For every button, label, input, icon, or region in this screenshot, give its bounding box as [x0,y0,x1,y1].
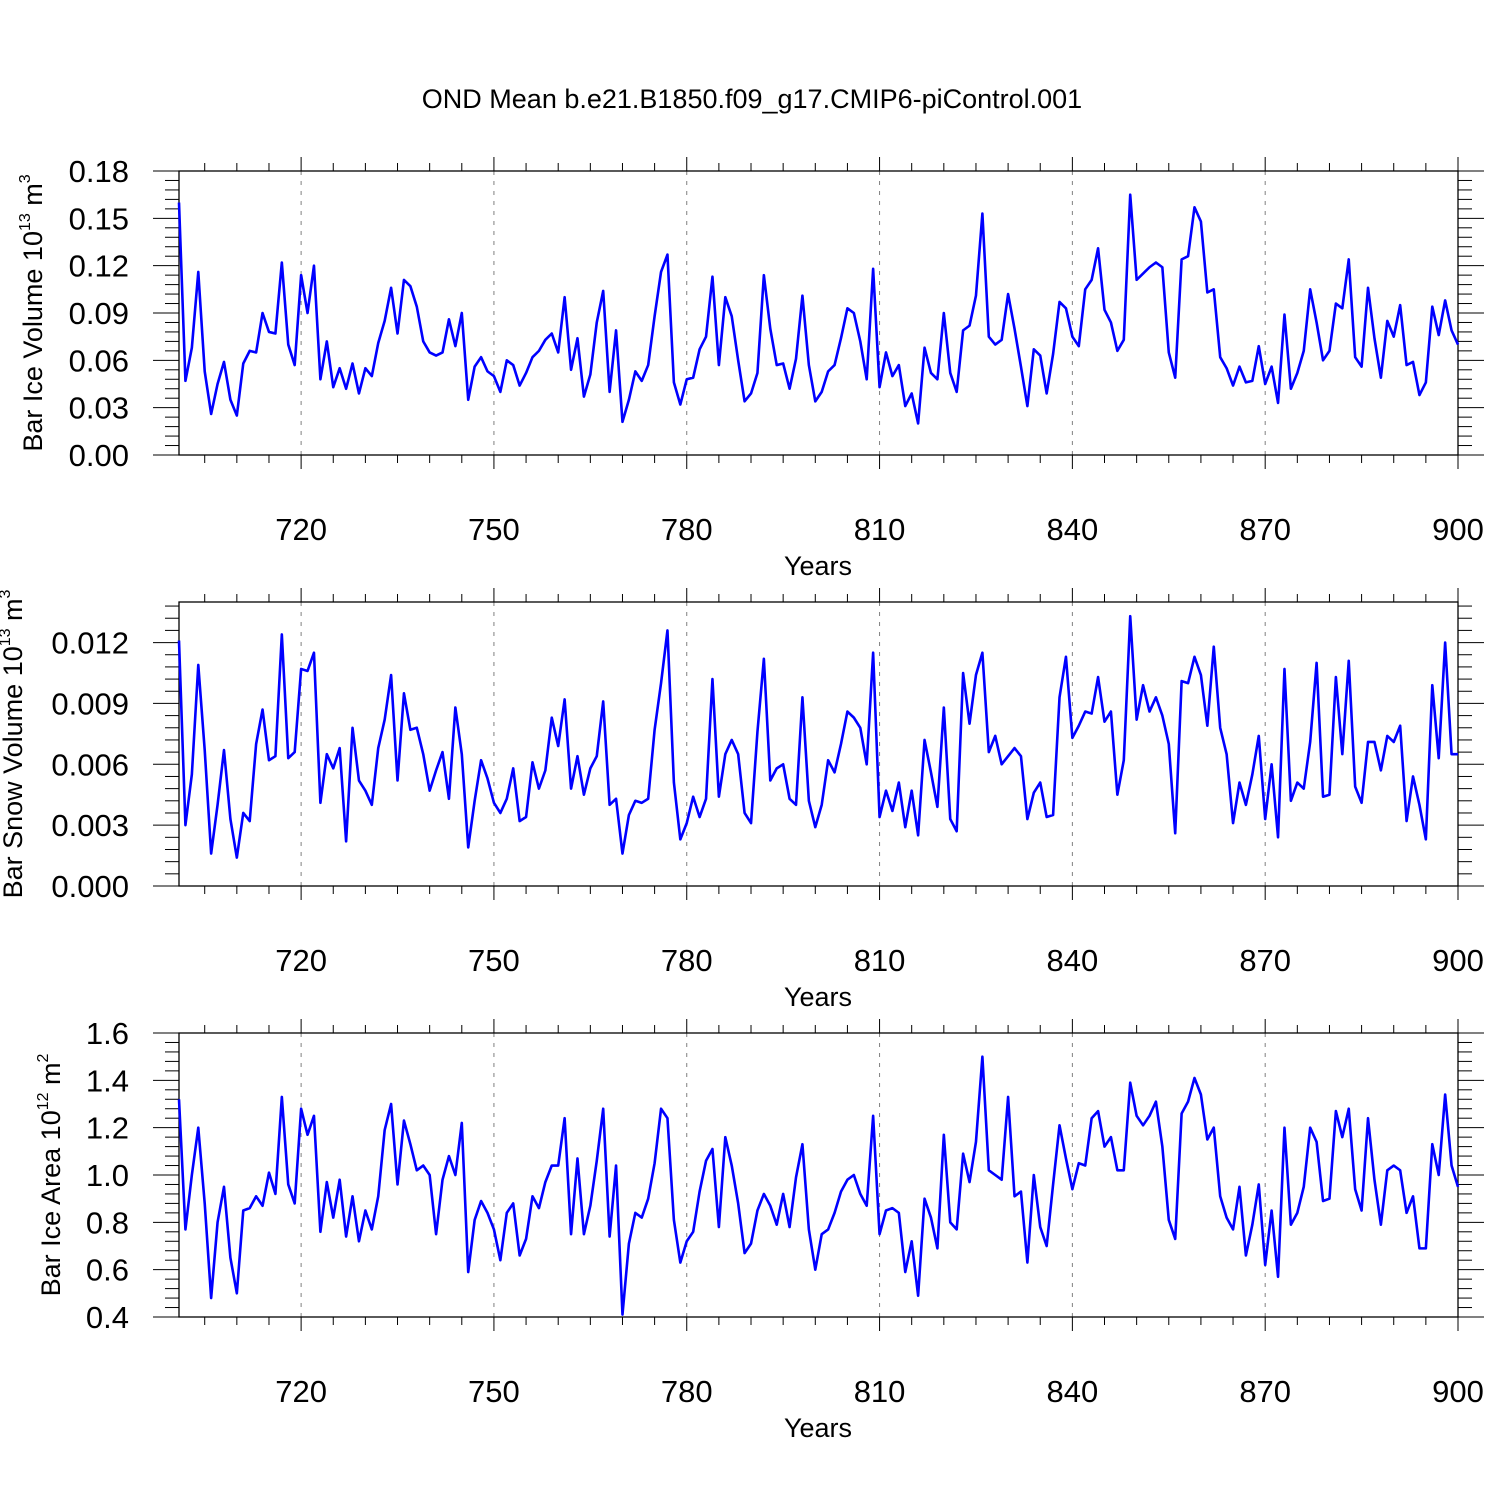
panel-1-y-axis-title: Bar Ice Volume 1013 m3 [17,174,48,451]
panel-2-x-axis-title: Years [784,982,852,1012]
panel-1-y-axis-unit-symbol: m [18,183,48,213]
panel-1-y-axis-unit-power: 3 [17,174,34,183]
panel-2-x-tick-label: 720 [275,943,327,978]
panel-2-x-tick-label: 900 [1432,943,1484,978]
panel-2-y-tick-label: 0.009 [51,686,129,721]
panel-2-y-axis-unit-exponent: 13 [0,628,14,646]
panel-1-x-tick-label: 720 [275,512,327,547]
panel-3-y-tick-label: 0.8 [86,1205,129,1240]
panel-1-x-tick-label: 780 [661,512,713,547]
panel-1-plot-frame [178,170,1459,456]
panel-3-x-tick-label: 810 [854,1374,906,1409]
panel-2-x-tick-label: 810 [854,943,906,978]
panel-1-y-tick-label: 0.03 [69,391,129,426]
panel-2-y-tick-label: 0.003 [51,808,129,843]
panel-3-y-axis-unit-exponent: 12 [35,1092,52,1110]
panel-2-series-line [177,614,1458,859]
panel-1-y-tick-label: 0.15 [69,201,129,236]
panel-2-y-axis-unit-symbol: m [0,598,28,628]
panel-3-x-tick-label: 870 [1239,1374,1291,1409]
panel-1-x-tick-label: 900 [1432,512,1484,547]
panel-3-y-tick-label: 0.6 [86,1253,129,1288]
panel-2-y-tick-label: 0.000 [51,869,129,904]
panel-3-y-tick-label: 0.4 [86,1300,129,1335]
panel-1-y-tick-label: 0.09 [69,296,129,331]
panel-3-y-tick-label: 1.2 [86,1111,129,1146]
panel-2-x-tick-label: 870 [1239,943,1291,978]
panels-group: 0.00 0.03 0.06 0.09 0.12 0.15 0.18 720 750 780 810… [0,154,1484,1443]
panel-2-y-tick-label: 0.006 [51,747,129,782]
chart-title: OND Mean b.e21.B1850.f09_g17.CMIP6-piCon… [422,84,1082,114]
panel-ice-area: 0.4 0.6 0.8 1.0 1.2 1.4 1.6 720 750 780 810 840 870 9… [35,1016,1484,1443]
panel-1-x-tick-label: 750 [468,512,520,547]
panel-3-y-axis-unit-power: 2 [35,1053,52,1062]
panel-3-y-tick-label: 1.0 [86,1158,129,1193]
panel-2-x-tick-label: 750 [468,943,520,978]
panel-1-y-tick-label: 0.12 [69,249,129,284]
panel-snow-volume: 0.000 0.003 0.006 0.009 0.012 720 750 780 810 840… [0,588,1484,1012]
panel-3-plot-frame [178,1032,1459,1318]
panel-3-x-tick-label: 780 [661,1374,713,1409]
panel-ice-volume: 0.00 0.03 0.06 0.09 0.12 0.15 0.18 720 750 780 810… [17,154,1484,581]
panel-1-x-tick-label: 810 [854,512,906,547]
panel-2-y-axis-title: Bar Snow Volume 1013 m3 [0,589,28,898]
panel-1-y-tick-label: 0.18 [69,154,129,189]
panel-2-plot-frame [178,601,1459,887]
panel-1-y-tick-label: 0.06 [69,343,129,378]
panel-3-x-tick-label: 900 [1432,1374,1484,1409]
panel-3-y-tick-label: 1.4 [86,1063,129,1098]
panel-3-y-tick-label: 1.6 [86,1016,129,1051]
panel-2-x-tick-label: 780 [661,943,713,978]
panel-1-x-tick-label: 840 [1047,512,1099,547]
panel-1-x-axis-title: Years [784,551,852,581]
panel-1-y-axis-unit-exponent: 13 [17,213,34,231]
panel-1-x-tick-label: 870 [1239,512,1291,547]
panel-3-series-line [177,1055,1460,1316]
panel-2-y-tick-label: 0.012 [51,626,129,661]
panel-2-x-tick-label: 840 [1047,943,1099,978]
panel-3-x-axis-title: Years [784,1413,852,1443]
panel-3-x-tick-label: 840 [1047,1374,1099,1409]
panel-2-y-axis-unit-power: 3 [0,589,14,598]
panel-2-y-axis-title-text: Bar Snow Volume 10 [0,646,28,898]
panel-3-y-axis-unit-symbol: m [36,1062,66,1092]
panel-1-series-line [177,193,1460,425]
panel-1-y-tick-label: 0.00 [69,438,129,473]
panel-3-y-axis-title: Bar Ice Area 1012 m2 [35,1053,66,1296]
panel-1-y-axis-title-text: Bar Ice Volume 10 [18,231,48,452]
panel-3-y-axis-title-text: Bar Ice Area 10 [36,1110,66,1296]
panel-3-x-tick-label: 720 [275,1374,327,1409]
panel-3-x-tick-label: 750 [468,1374,520,1409]
